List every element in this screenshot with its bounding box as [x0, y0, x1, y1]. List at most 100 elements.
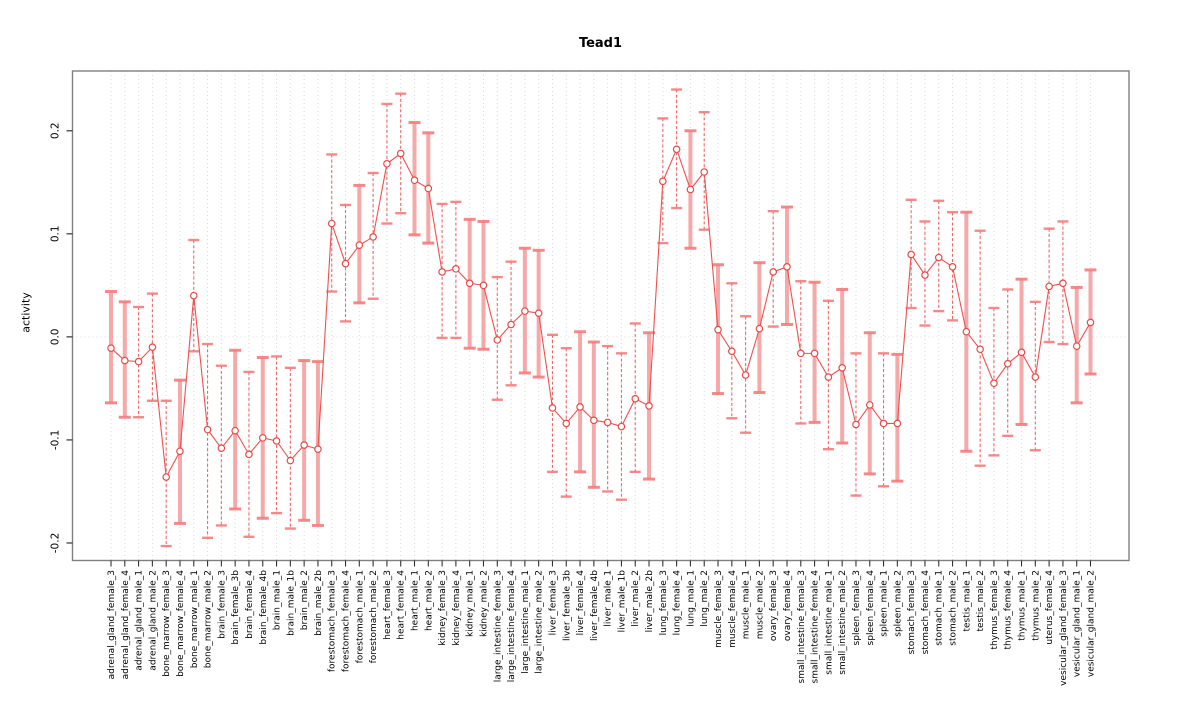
x-axis-tick-label: brain_female_4b [259, 570, 269, 645]
data-point [314, 445, 322, 454]
data-point [534, 309, 543, 317]
data-point [990, 379, 998, 388]
data-point [714, 325, 722, 334]
data-point [1072, 342, 1081, 350]
data-point [755, 324, 764, 333]
x-axis-tick-label: ovary_female_4 [783, 570, 793, 641]
x-axis-tick-label: liver_male_1b [617, 570, 627, 633]
data-point [465, 279, 474, 288]
data-point [231, 426, 239, 435]
x-axis-tick-label: forestomach_male_1 [355, 570, 365, 663]
x-axis-tick-label: muscle_male_2 [755, 570, 765, 639]
data-point [948, 262, 957, 271]
data-point [783, 262, 791, 271]
x-axis-tick-label: thymus_female_4 [1004, 570, 1014, 650]
x-axis-tick-label: vesicular_gland_female_3 [1059, 570, 1069, 686]
x-axis-tick-label: forestomach_female_3 [328, 570, 338, 672]
x-axis-tick-label: liver_male_2 [631, 570, 641, 627]
data-point [162, 473, 170, 481]
x-axis-tick-label: liver_female_4b [590, 570, 600, 641]
x-axis-tick-label: bone_marrow_female_4 [176, 570, 186, 677]
data-point [865, 401, 874, 409]
data-point [810, 349, 819, 358]
data-point [245, 450, 253, 459]
data-point [327, 219, 336, 228]
data-point [1045, 282, 1053, 291]
x-axis-tick-label: ovary_female_3 [769, 570, 779, 641]
x-axis-tick-label: thymus_male_2 [1031, 570, 1041, 641]
x-axis-tick-label: brain_female_3b [231, 570, 241, 645]
data-point [355, 241, 364, 249]
x-axis-tick-label: thymus_male_1 [1018, 570, 1028, 641]
x-axis-tick-label: large_intestine_male_1 [521, 570, 531, 674]
x-axis-tick-label: heart_male_2 [424, 570, 434, 631]
data-point [562, 419, 571, 428]
data-point [189, 291, 198, 300]
data-point [659, 177, 667, 186]
data-point [120, 356, 129, 365]
data-point [645, 402, 653, 410]
x-axis-tick-label: brain_male_1b [286, 570, 296, 636]
x-axis-tick-label: adrenal_gland_male_1 [135, 570, 145, 671]
x-axis-tick-label: kidney_female_4 [452, 570, 462, 646]
x-axis-tick-label: vesicular_gland_male_1 [1073, 570, 1083, 677]
data-point [479, 281, 488, 290]
data-point [590, 416, 598, 425]
y-axis-tick-label: 0.2 [50, 122, 62, 139]
x-axis-tick-label: bone_marrow_female_3 [162, 570, 172, 677]
data-point [769, 268, 777, 276]
x-axis-tick-label: stomach_female_3 [907, 570, 917, 654]
x-axis-tick-label: spleen_female_4 [866, 570, 876, 646]
x-axis-tick-label: muscle_male_1 [742, 570, 752, 639]
x-axis-tick-label: small_intestine_female_3 [797, 570, 807, 683]
plot-frame [71, 70, 1130, 562]
data-point [838, 363, 846, 372]
y-axis-tick-label: 0.0 [50, 329, 62, 346]
data-point [603, 418, 612, 427]
x-axis-tick-label: heart_female_3 [383, 570, 393, 640]
data-point [452, 265, 460, 273]
x-axis-tick-label: adrenal_gland_female_3 [107, 570, 117, 679]
data-point [1086, 318, 1095, 327]
data-point [493, 336, 502, 344]
x-axis-tick-label: heart_female_4 [397, 570, 407, 640]
data-point [134, 357, 143, 366]
data-point [879, 419, 888, 428]
data-point [728, 347, 736, 356]
x-axis-tick-label: testis_male_2 [976, 570, 986, 632]
data-point [796, 349, 805, 358]
data-point [617, 422, 626, 431]
data-point [521, 307, 529, 315]
data-point [1031, 373, 1040, 381]
data-point [300, 441, 308, 449]
data-point [176, 447, 184, 456]
data-point [107, 344, 115, 353]
x-axis-tick-label: uterus_female_4 [1045, 570, 1055, 645]
x-axis-tick-label: muscle_female_4 [728, 570, 738, 648]
data-point [424, 184, 433, 193]
x-axis-tick-label: stomach_female_4 [921, 570, 931, 655]
x-axis-tick-label: brain_male_2b [314, 570, 324, 636]
x-axis-tick-label: bone_marrow_male_1 [190, 570, 200, 668]
x-axis-tick-label: stomach_male_2 [949, 570, 959, 646]
data-point [976, 345, 984, 354]
data-point [907, 250, 915, 259]
x-axis-tick-label: vesicular_gland_male_2 [1087, 570, 1097, 677]
x-axis-tick-label: heart_male_1 [411, 570, 421, 631]
data-point [934, 253, 943, 262]
x-axis-tick-label: brain_male_1 [273, 570, 283, 630]
data-point [672, 145, 681, 154]
x-axis-tick-label: large_intestine_female_4 [507, 570, 517, 683]
data-point [148, 343, 157, 351]
data-point [1003, 359, 1012, 368]
y-axis-tick-label: -0.1 [50, 430, 62, 451]
x-axis-tick-label: kidney_male_2 [479, 570, 489, 637]
data-point [893, 419, 902, 428]
x-axis-tick-label: forestomach_male_2 [369, 570, 379, 663]
x-axis-tick-label: small_intestine_female_4 [811, 570, 821, 684]
x-axis-tick-label: adrenal_gland_male_2 [148, 570, 158, 671]
x-axis-tick-label: lung_female_3 [659, 570, 669, 635]
x-axis-tick-label: liver_male_2b [645, 570, 655, 633]
